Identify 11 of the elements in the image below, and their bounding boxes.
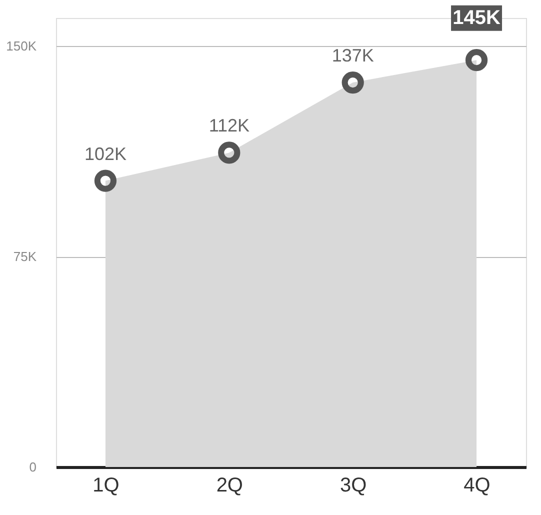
annotation: 145K [452, 7, 501, 30]
x-tick-label: 3Q [340, 474, 367, 496]
y-tick-label: 0 [29, 460, 36, 474]
data-label: 102K [84, 144, 126, 164]
x-tick-label: 2Q [216, 474, 243, 496]
data-label: 112K [208, 116, 250, 136]
x-tick-label: 4Q [464, 474, 490, 496]
y-tick-label: 75K [13, 249, 37, 264]
x-tick-label: 1Q [92, 474, 120, 496]
data-label: 137K [332, 46, 374, 66]
y-tick-label: 150K [6, 38, 37, 54]
